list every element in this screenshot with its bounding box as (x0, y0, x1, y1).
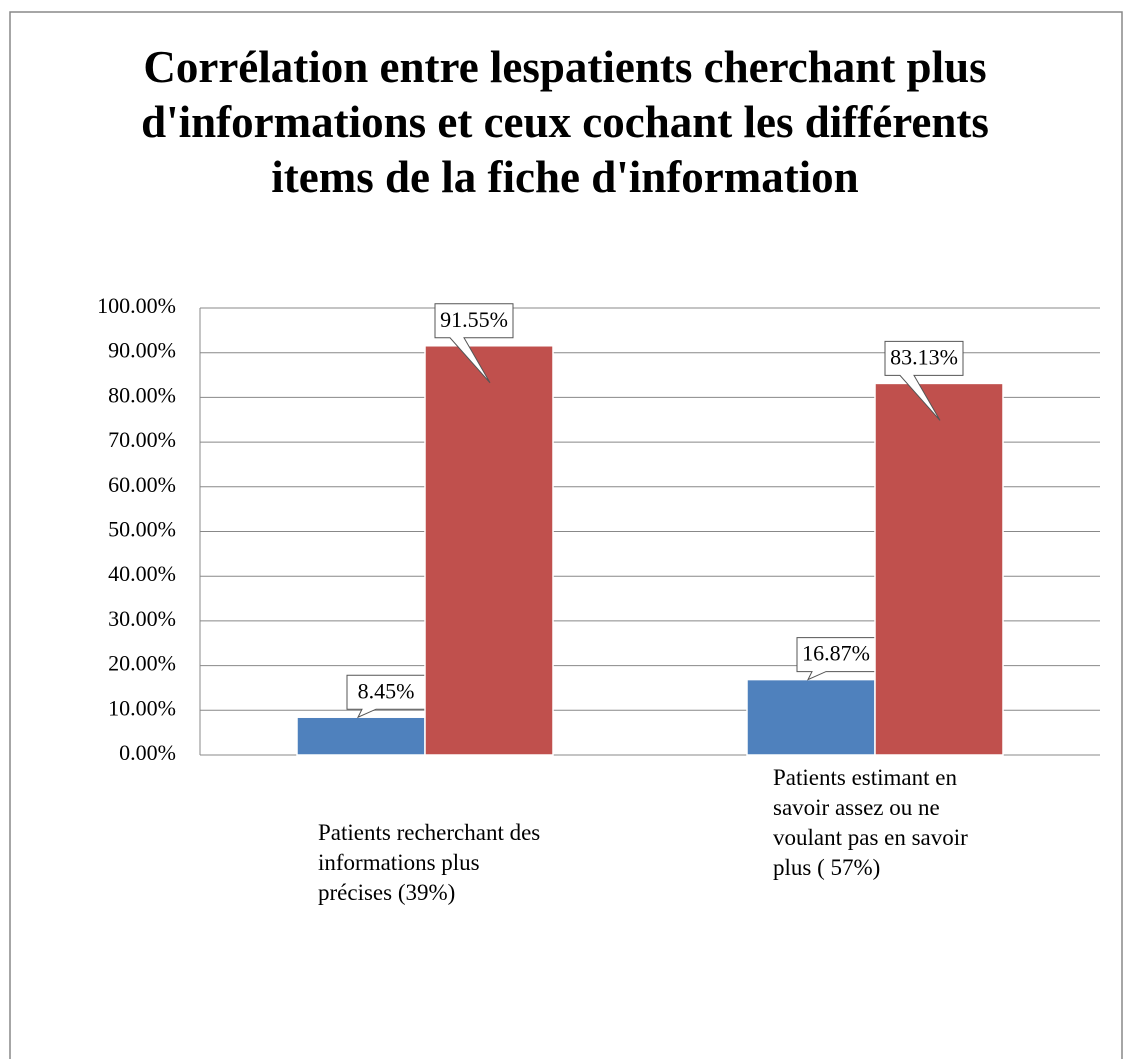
y-tick-label: 0.00% (119, 740, 176, 765)
y-tick-label: 70.00% (108, 427, 176, 452)
y-tick-label: 30.00% (108, 606, 176, 631)
data-label: 83.13% (890, 344, 958, 369)
y-tick-label: 80.00% (108, 382, 176, 407)
y-tick-label: 20.00% (108, 651, 176, 676)
label-callout (884, 340, 964, 421)
label-callout (434, 303, 514, 384)
y-tick-label: 100.00% (97, 293, 176, 318)
bar (874, 382, 1004, 756)
data-label: 91.55% (440, 307, 508, 332)
y-tick-label: 90.00% (108, 338, 176, 363)
y-tick-label: 10.00% (108, 695, 176, 720)
chart-title: Corrélation entre lespatients cherchant … (141, 42, 989, 202)
data-label: 8.45% (358, 678, 415, 703)
y-tick-label: 40.00% (108, 561, 176, 586)
y-tick-label: 50.00% (108, 517, 176, 542)
bar (746, 678, 876, 756)
y-tick-label: 60.00% (108, 472, 176, 497)
x-tick-label: Patients estimant en savoir assez ou ne … (773, 765, 968, 880)
frame (9, 11, 1123, 1059)
bar (296, 716, 426, 756)
data-label: 16.87% (802, 641, 870, 666)
x-tick-label: Patients recherchant des informations pl… (318, 820, 541, 905)
bar (424, 345, 554, 756)
